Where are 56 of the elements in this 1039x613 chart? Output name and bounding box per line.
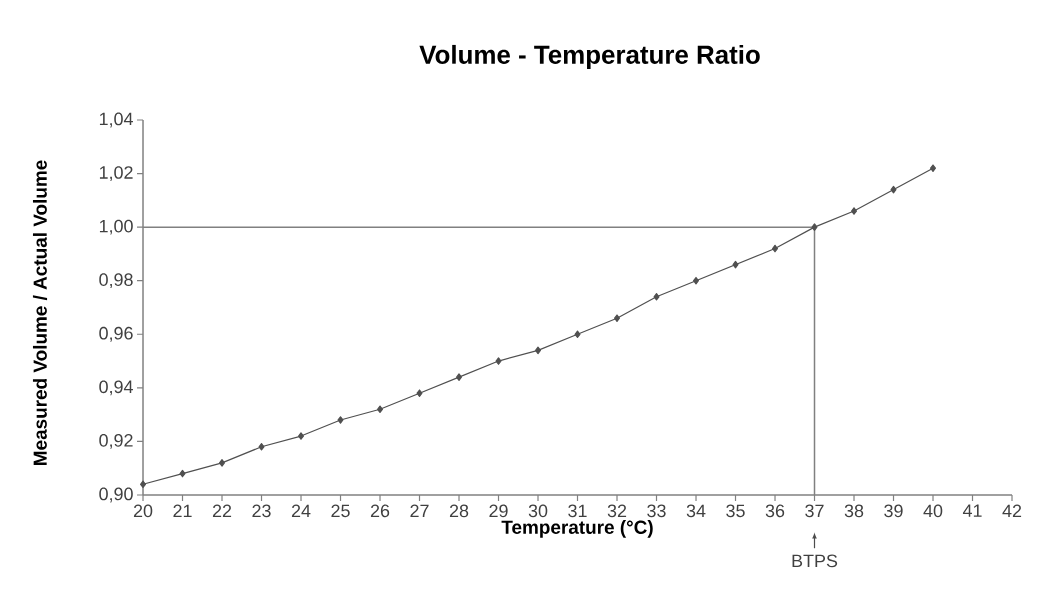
- x-tick-label: 33: [647, 504, 666, 518]
- point: [495, 357, 502, 365]
- chart-title: Volume - Temperature Ratio: [419, 44, 760, 70]
- x-tick-label: 26: [370, 504, 390, 518]
- y-tick-label: 1,02: [99, 166, 133, 181]
- x-tick-label: 39: [884, 504, 903, 518]
- point: [179, 469, 186, 478]
- point: [535, 346, 542, 355]
- x-tick-label: 21: [173, 504, 192, 518]
- point: [930, 164, 937, 172]
- point: [258, 442, 265, 451]
- point: [377, 405, 384, 414]
- y-tick-label: 0,96: [99, 326, 133, 342]
- point: [890, 185, 897, 194]
- x-tick-label: 22: [212, 504, 232, 518]
- y-axis-title: Measured Volume / Actual Volume: [32, 160, 48, 465]
- point: [337, 416, 344, 424]
- point: [574, 330, 581, 339]
- point: [614, 314, 621, 322]
- y-tick-label: 0,90: [99, 487, 133, 503]
- x-tick-label: 28: [449, 504, 469, 518]
- x-tick-label: 23: [252, 504, 271, 518]
- point: [772, 244, 779, 253]
- x-tick-label: 42: [1002, 504, 1022, 518]
- point: [851, 207, 858, 215]
- point: [298, 432, 305, 440]
- point: [811, 223, 818, 231]
- x-tick-label: 27: [410, 504, 429, 518]
- x-tick-label: 25: [331, 504, 350, 518]
- y-tick-label: 0,98: [99, 273, 133, 289]
- x-tick-label: 35: [726, 504, 745, 518]
- x-tick-label: 41: [962, 504, 982, 517]
- x-axis-title: Temperature (°C): [501, 520, 653, 538]
- x-tick-label: 20: [133, 504, 153, 518]
- y-tick-label: 0,94: [99, 380, 133, 396]
- x-tick-label: 29: [489, 504, 508, 518]
- x-tick-label: 37: [805, 504, 824, 518]
- point: [732, 260, 739, 269]
- y-tick-label: 1,04: [99, 112, 133, 128]
- x-tick-label: 30: [528, 504, 548, 518]
- point: [653, 292, 660, 301]
- x-tick-label: 34: [686, 504, 706, 518]
- x-tick-label: 36: [765, 504, 785, 518]
- y-tick-label: 1,00: [99, 219, 133, 235]
- x-tick-label: 40: [923, 504, 943, 518]
- point: [140, 480, 147, 489]
- x-tick-label: 31: [568, 504, 587, 518]
- x-tick-label: 38: [844, 504, 864, 518]
- text: BTPS: [792, 554, 838, 568]
- point: [693, 276, 700, 285]
- x-tick-label: 32: [607, 504, 627, 518]
- point: [456, 373, 463, 381]
- x-tick-label: 24: [291, 504, 311, 518]
- point: [219, 459, 226, 467]
- point: [416, 389, 423, 397]
- y-tick-label: 0,92: [99, 434, 133, 449]
